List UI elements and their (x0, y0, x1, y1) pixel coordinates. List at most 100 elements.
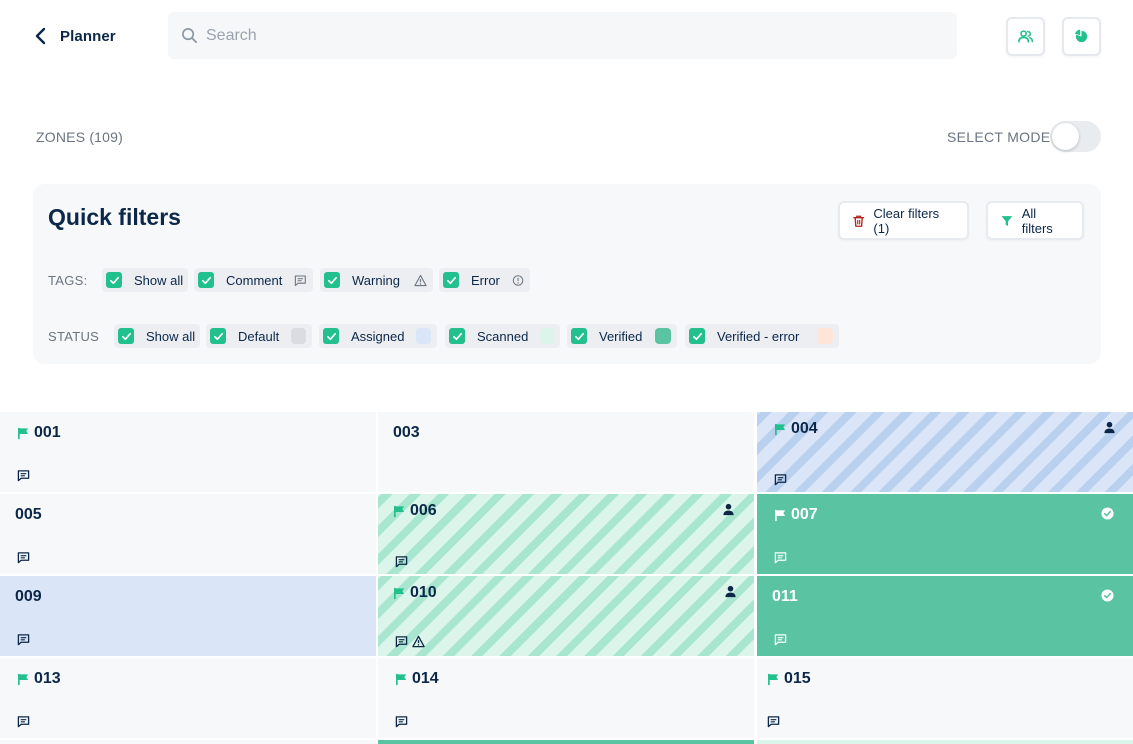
chip-label: Show all (146, 328, 196, 344)
comment-icon (395, 636, 408, 648)
zone-card[interactable]: 001 (0, 412, 376, 492)
zone-tags (774, 633, 787, 646)
zone-header: 010 (393, 584, 437, 602)
checkbox-checked-icon[interactable] (324, 272, 340, 288)
status-color-swatch (655, 328, 671, 344)
users-icon (1018, 30, 1034, 43)
top-bar: Planner (0, 0, 1133, 72)
zone-header: 015 (767, 670, 811, 688)
zone-card[interactable]: 005 (0, 494, 376, 574)
verified-indicator (1101, 589, 1114, 607)
status-color-swatch (416, 328, 431, 344)
person-icon (725, 585, 736, 598)
zone-card[interactable]: 013 (0, 658, 376, 738)
status-chip-show-all[interactable]: Show all (114, 324, 200, 348)
zone-id: 007 (791, 506, 818, 523)
person-icon (1104, 421, 1115, 434)
search-bar[interactable] (168, 12, 957, 59)
all-filters-label: All filters (1021, 205, 1053, 236)
checkbox-checked-icon[interactable] (198, 272, 214, 288)
zones-grid: 001 003 004 005 006 (0, 412, 1133, 744)
zone-tags (17, 633, 30, 646)
assignee-indicator (722, 503, 735, 521)
zone-card-partial (378, 740, 754, 744)
tag-chip-comment[interactable]: Comment (194, 268, 313, 292)
chip-label: Assigned (351, 328, 405, 344)
back-button[interactable]: Planner (32, 24, 116, 48)
flag-icon (775, 509, 786, 521)
clear-filters-label: Clear filters (1) (873, 205, 940, 236)
zone-card[interactable]: 007 (757, 494, 1133, 574)
zone-id: 009 (15, 588, 42, 605)
checkbox-checked-icon[interactable] (571, 328, 587, 344)
all-filters-button[interactable]: All filters (986, 201, 1084, 240)
zone-card-partial (0, 740, 376, 744)
checkbox-checked-icon[interactable] (210, 328, 226, 344)
statistics-button[interactable] (1062, 17, 1101, 56)
select-mode-toggle[interactable] (1050, 121, 1101, 152)
zone-tags (17, 715, 30, 728)
search-input[interactable] (206, 26, 906, 45)
comment-icon (774, 634, 787, 646)
chip-label: Verified - error (717, 328, 800, 344)
zone-card[interactable]: 009 (0, 576, 376, 656)
checkbox-checked-icon[interactable] (323, 328, 339, 344)
tag-chip-show-all[interactable]: Show all (102, 268, 188, 292)
check-circle-icon (1101, 589, 1114, 602)
zone-id: 005 (15, 506, 42, 523)
tag-chip-warning[interactable]: Warning (320, 268, 433, 292)
zone-card[interactable]: 010 (378, 576, 754, 656)
pie-chart-icon (1074, 29, 1088, 43)
zone-header: 004 (774, 420, 818, 438)
comment-icon (774, 552, 787, 564)
zone-header: 007 (774, 506, 818, 524)
status-chip-assigned[interactable]: Assigned (319, 324, 437, 348)
status-chip-verified[interactable]: Verified (567, 324, 677, 348)
comment-icon (295, 274, 307, 286)
zone-id: 011 (772, 588, 798, 605)
info-icon (512, 274, 524, 286)
status-chip-default[interactable]: Default (206, 324, 312, 348)
zone-card-partial (757, 740, 1133, 744)
checkbox-checked-icon[interactable] (118, 328, 134, 344)
checkbox-checked-icon[interactable] (689, 328, 705, 344)
users-button[interactable] (1006, 17, 1045, 56)
status-color-swatch (291, 328, 306, 344)
zone-card[interactable]: 004 (757, 412, 1133, 492)
zone-id: 014 (412, 670, 439, 687)
tag-chip-error[interactable]: Error (439, 268, 530, 292)
zone-card[interactable]: 014 (378, 658, 754, 738)
zone-tags (767, 715, 780, 728)
zone-id: 006 (410, 502, 437, 519)
assignee-indicator (724, 585, 737, 603)
zone-card[interactable]: 015 (757, 658, 1133, 738)
checkbox-checked-icon[interactable] (443, 272, 459, 288)
zone-id: 003 (393, 424, 420, 441)
chevron-left-icon (35, 27, 46, 45)
zone-header: 005 (15, 506, 42, 524)
status-chip-scanned[interactable]: Scanned (445, 324, 560, 348)
zone-header: 003 (393, 424, 420, 442)
zone-header: 013 (17, 670, 61, 688)
zone-header: 009 (15, 588, 42, 606)
checkbox-checked-icon[interactable] (106, 272, 122, 288)
verified-indicator (1101, 507, 1114, 525)
comment-icon (17, 716, 30, 728)
flag-icon (18, 427, 29, 439)
zone-card[interactable]: 011 (757, 576, 1133, 656)
comment-icon (17, 552, 30, 564)
zone-card[interactable]: 006 (378, 494, 754, 574)
filter-icon (1001, 215, 1013, 226)
chip-label: Warning (352, 272, 400, 288)
status-chip-verified-error[interactable]: Verified - error (685, 324, 839, 348)
flag-icon (768, 673, 779, 685)
zone-tags (17, 469, 30, 482)
flag-icon (394, 505, 405, 517)
zone-card[interactable]: 003 (378, 412, 754, 492)
zone-id: 001 (34, 424, 61, 441)
flag-icon (396, 673, 407, 685)
clear-filters-button[interactable]: Clear filters (1) (838, 201, 969, 240)
quick-filters-panel: Quick filters Clear filters (1) All filt… (33, 184, 1101, 364)
checkbox-checked-icon[interactable] (449, 328, 465, 344)
person-icon (723, 503, 734, 516)
